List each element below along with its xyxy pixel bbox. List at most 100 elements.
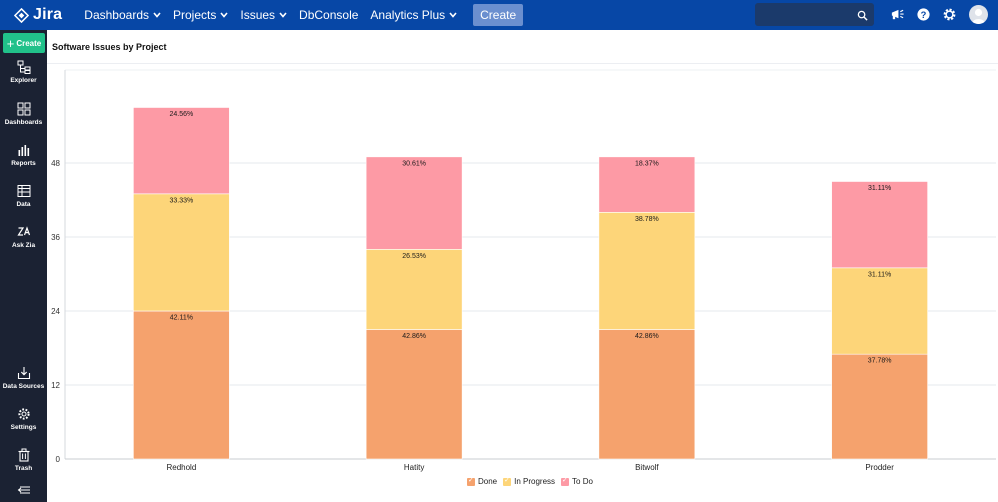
search-icon[interactable] [857,8,868,26]
legend-checkbox-icon[interactable] [561,476,570,486]
svg-text:?: ? [921,10,927,20]
legend-item-in-progress[interactable]: In Progress [503,476,556,486]
x-tick-label: Prodder [865,463,894,472]
search-box[interactable] [755,3,874,26]
nav-item-dbconsole[interactable]: DbConsole [293,0,364,30]
report-title: Software Issues by Project [52,42,167,52]
data-label: 42.86% [635,333,659,340]
y-tick-label: 36 [51,233,60,242]
nav-item-issues[interactable]: Issues [234,0,293,30]
data-sources-icon [17,367,30,380]
bar-segment-in-progress [831,267,928,355]
nav-item-label: DbConsole [299,8,359,22]
report-content: Software Issues by Project 0 12 24 36 48 42.1… [47,30,998,502]
nav-item-label: Analytics Plus [370,8,446,22]
data-label: 31.11% [868,271,891,278]
main-nav: Dashboards Projects Issues DbConsole Analyti… [78,0,463,30]
jira-logo-icon [14,7,29,23]
data-label: 24.56% [170,111,194,118]
jira-logo[interactable]: Jira [14,6,62,24]
sidebar-item-trash[interactable]: Trash [0,448,47,472]
data-label: 26.53% [402,253,426,260]
sidebar-item-label: Dashboards [4,119,43,126]
bar-segment-to-do [133,107,230,195]
sidebar-item-label: Reports [11,160,36,167]
bar-segment-done [133,310,230,460]
legend-item-done[interactable]: Done [467,476,498,486]
legend-item-to-do[interactable]: To Do [561,476,593,486]
plus-icon: + [6,35,15,51]
nav-item-label: Projects [173,8,217,22]
chevron-down-icon [279,12,287,18]
megaphone-icon[interactable] [890,7,905,27]
chart-legend: Done In Progress To Do [467,476,599,486]
legend-label: In Progress [514,477,556,486]
settings-gear-icon[interactable] [942,7,957,27]
title-divider [47,63,998,64]
y-tick-label: 48 [51,159,60,168]
sidebar-item-dashboards[interactable]: Dashboards [0,102,47,126]
sidebar-item-ask-zia[interactable]: Ask Zia [0,225,47,249]
sidebar-item-settings[interactable]: Settings [0,407,47,431]
nav-item-analytics-plus[interactable]: Analytics Plus [364,0,463,30]
sidebar-item-label: Trash [14,465,33,472]
logo-text: Jira [33,6,63,23]
settings-icon [17,408,30,420]
nav-item-projects[interactable]: Projects [167,0,234,30]
search-input[interactable] [759,6,854,23]
legend-checkbox-icon[interactable] [467,476,475,486]
y-tick-label: 24 [51,307,60,316]
data-label: 30.61% [402,160,426,167]
sidebar-collapse-button[interactable] [0,485,47,495]
data-label: 42.86% [402,333,426,340]
legend-label: Done [478,477,498,486]
bar-segment-to-do [598,156,696,213]
data-label: 18.37% [635,160,659,167]
data-label: 31.11% [868,185,891,192]
sidebar-create-button[interactable]: + Create [3,33,45,53]
sidebar-item-label: Explorer [10,77,37,84]
nav-item-dashboards[interactable]: Dashboards [78,0,167,30]
y-tick-label: 0 [56,455,61,464]
bar-segment-in-progress [133,193,230,312]
trash-icon [18,448,29,462]
data-label: 42.11% [170,315,193,322]
sidebar-item-label: Data Sources [2,383,45,390]
help-icon[interactable]: ? [916,7,931,27]
bar-segment-done [598,329,696,460]
data-label: 38.78% [635,216,659,223]
data-label: 37.78% [868,358,892,365]
ask-zia-icon [16,226,30,236]
bar-segment-done [365,329,463,460]
bar-segment-in-progress [365,249,463,330]
sidebar-create-label: Create [16,38,42,48]
reports-icon [18,145,29,156]
chevron-down-icon [449,12,457,18]
legend-label: To Do [572,477,593,486]
stacked-bar-chart: 0 12 24 36 48 42.11% 33.33% 24.56% Redhold 42.86%… [51,69,996,472]
chevron-down-icon [153,12,161,18]
sidebar-item-label: Ask Zia [11,242,36,249]
nav-item-label: Dashboards [84,8,149,22]
sidebar-item-label: Settings [10,424,37,431]
collapse-icon [17,486,30,494]
explorer-icon [17,60,30,74]
x-tick-label: Redhold [166,463,196,472]
sidebar-item-data-sources[interactable]: Data Sources [0,366,47,390]
sidebar-item-reports[interactable]: Reports [0,143,47,167]
y-tick-label: 12 [51,381,60,390]
chevron-down-icon [220,12,228,18]
legend-checkbox-icon[interactable] [503,476,512,486]
sidebar-item-explorer[interactable]: Explorer [0,60,47,84]
left-sidebar: + Create Explorer Dashboards Reports Dat… [0,30,47,502]
x-tick-label: Hatity [404,463,424,472]
bar-segment-in-progress [598,212,696,330]
create-button[interactable]: Create [473,4,524,26]
x-tick-label: Bitwolf [635,463,659,472]
data-label: 33.33% [170,197,194,204]
dashboards-icon [17,102,30,116]
data-table-icon [17,185,30,197]
avatar-icon[interactable] [969,5,988,24]
bar-segment-to-do [365,156,463,250]
sidebar-item-data[interactable]: Data [0,184,47,208]
